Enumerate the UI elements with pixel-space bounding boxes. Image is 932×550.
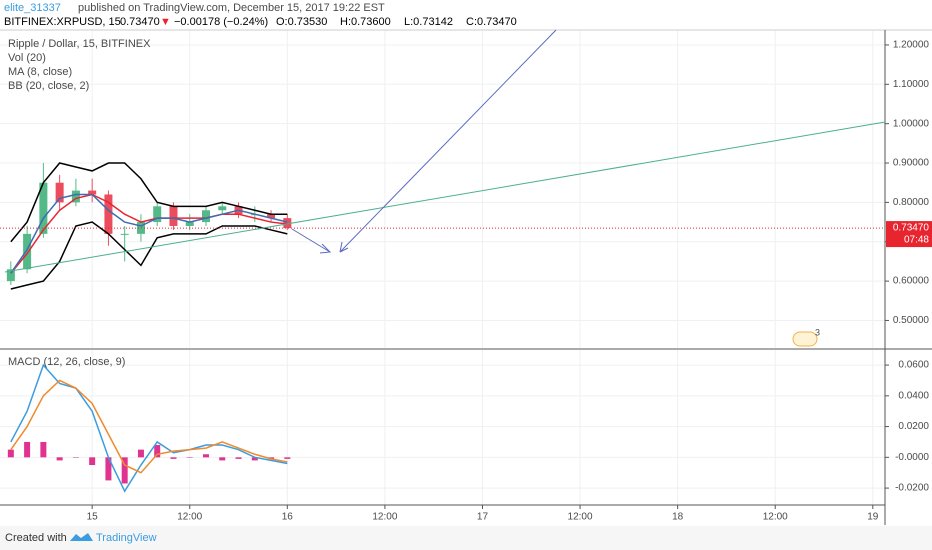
x-tick-label: 18 (672, 512, 684, 523)
footer-text: Created with (5, 532, 67, 544)
histogram-bar (56, 457, 63, 461)
price-label-bg (886, 221, 932, 248)
candle-body (267, 214, 276, 219)
logo (70, 533, 93, 541)
y-tick-label: 0.0200 (898, 421, 929, 432)
histogram-bar (235, 457, 242, 459)
candle-body (71, 190, 80, 203)
series-line (10, 193, 288, 274)
histogram-bar (284, 457, 291, 459)
histogram-bar (251, 457, 258, 461)
high: H:0.73600 (340, 16, 391, 28)
author[interactable]: elite_31337 (4, 2, 61, 14)
indicator: MA (8, close) (8, 66, 72, 78)
arrow-head (339, 241, 349, 253)
close: C:0.73470 (466, 16, 517, 28)
y-tick-label: 0.60000 (893, 276, 930, 287)
plot-area: 0.500000.600000.700000.800000.900001.000… (0, 30, 932, 523)
footer (0, 526, 932, 550)
indicator: BB (20, close, 2) (8, 80, 89, 92)
arrow: ▼ (160, 16, 171, 28)
histogram-bar (137, 449, 144, 458)
x-tick-label: 19 (867, 512, 879, 523)
x-tick-label: 17 (477, 512, 489, 523)
footer-brand[interactable]: TradingView (96, 532, 157, 544)
pane-title: MACD (12, 26, close, 9) (8, 356, 125, 368)
price-label: 0.73470 (893, 223, 930, 234)
candle-body (202, 210, 211, 223)
y-tick-label: 0.90000 (893, 158, 930, 169)
arrow-line[interactable] (339, 29, 557, 253)
series-line (10, 363, 288, 493)
histogram-bar (154, 445, 161, 458)
x-tick-label: 16 (282, 512, 294, 523)
candle-body (6, 269, 15, 282)
x-tick-label: 15 (87, 512, 99, 523)
candle-body (120, 233, 129, 235)
candle-body (39, 182, 48, 234)
event-badge[interactable] (792, 331, 818, 347)
candle-body (23, 233, 32, 270)
series-line (10, 193, 288, 274)
series-line (10, 379, 288, 474)
histogram-bar (24, 441, 31, 458)
event-count: 3 (815, 327, 820, 337)
countdown: 07:48 (904, 235, 929, 246)
histogram-bar (203, 454, 210, 458)
candle-body (104, 194, 113, 234)
published: published on TradingView.com, December 1… (78, 2, 385, 14)
histogram-bar (170, 457, 177, 459)
y-tick-label: 1.10000 (893, 79, 930, 90)
x-tick-label: 12:00 (568, 512, 593, 523)
x-tick-label: 12:00 (763, 512, 788, 523)
histogram-bar (105, 457, 112, 481)
candle-body (55, 182, 64, 203)
indicator: Vol (20) (8, 52, 46, 64)
candle-body (88, 190, 97, 195)
candle-body (185, 222, 194, 226)
y-tick-label: -0.0000 (895, 452, 929, 463)
histogram-bar (186, 457, 193, 458)
histogram-bar (219, 457, 226, 461)
x-tick-label: 12:00 (372, 512, 397, 523)
trend-line[interactable] (4, 121, 886, 273)
histogram-bar (40, 441, 47, 458)
pane-title: Ripple / Dollar, 15, BITFINEX (8, 38, 151, 50)
y-tick-label: 1.20000 (893, 40, 930, 51)
low: L:0.73142 (404, 16, 453, 28)
histogram-bar (7, 449, 14, 458)
histogram-bar (72, 457, 79, 458)
candle-body (169, 206, 178, 226)
histogram-bar (121, 457, 128, 484)
y-tick-label: -0.0200 (895, 483, 929, 494)
symbol: BITFINEX:XRPUSD, 15 (4, 16, 121, 28)
x-tick-label: 12:00 (177, 512, 202, 523)
arrow-head (319, 243, 332, 254)
candle-body (218, 206, 227, 211)
candle-body (153, 206, 162, 223)
candle-body (136, 222, 145, 234)
y-tick-label: 1.00000 (893, 118, 930, 129)
arrow-line[interactable] (291, 228, 331, 253)
y-tick-label: 0.50000 (893, 315, 930, 326)
price: 0.73470 (120, 16, 160, 28)
series-line (10, 162, 288, 243)
y-tick-label: 0.0400 (898, 390, 929, 401)
y-tick-label: 0.80000 (893, 197, 930, 208)
series-line (10, 221, 288, 290)
histogram-bar (89, 457, 96, 466)
change: −0.00178 (−0.24%) (174, 16, 268, 28)
candle-body (283, 218, 292, 229)
open: O:0.73530 (276, 16, 327, 28)
y-tick-label: 0.0600 (898, 360, 929, 371)
